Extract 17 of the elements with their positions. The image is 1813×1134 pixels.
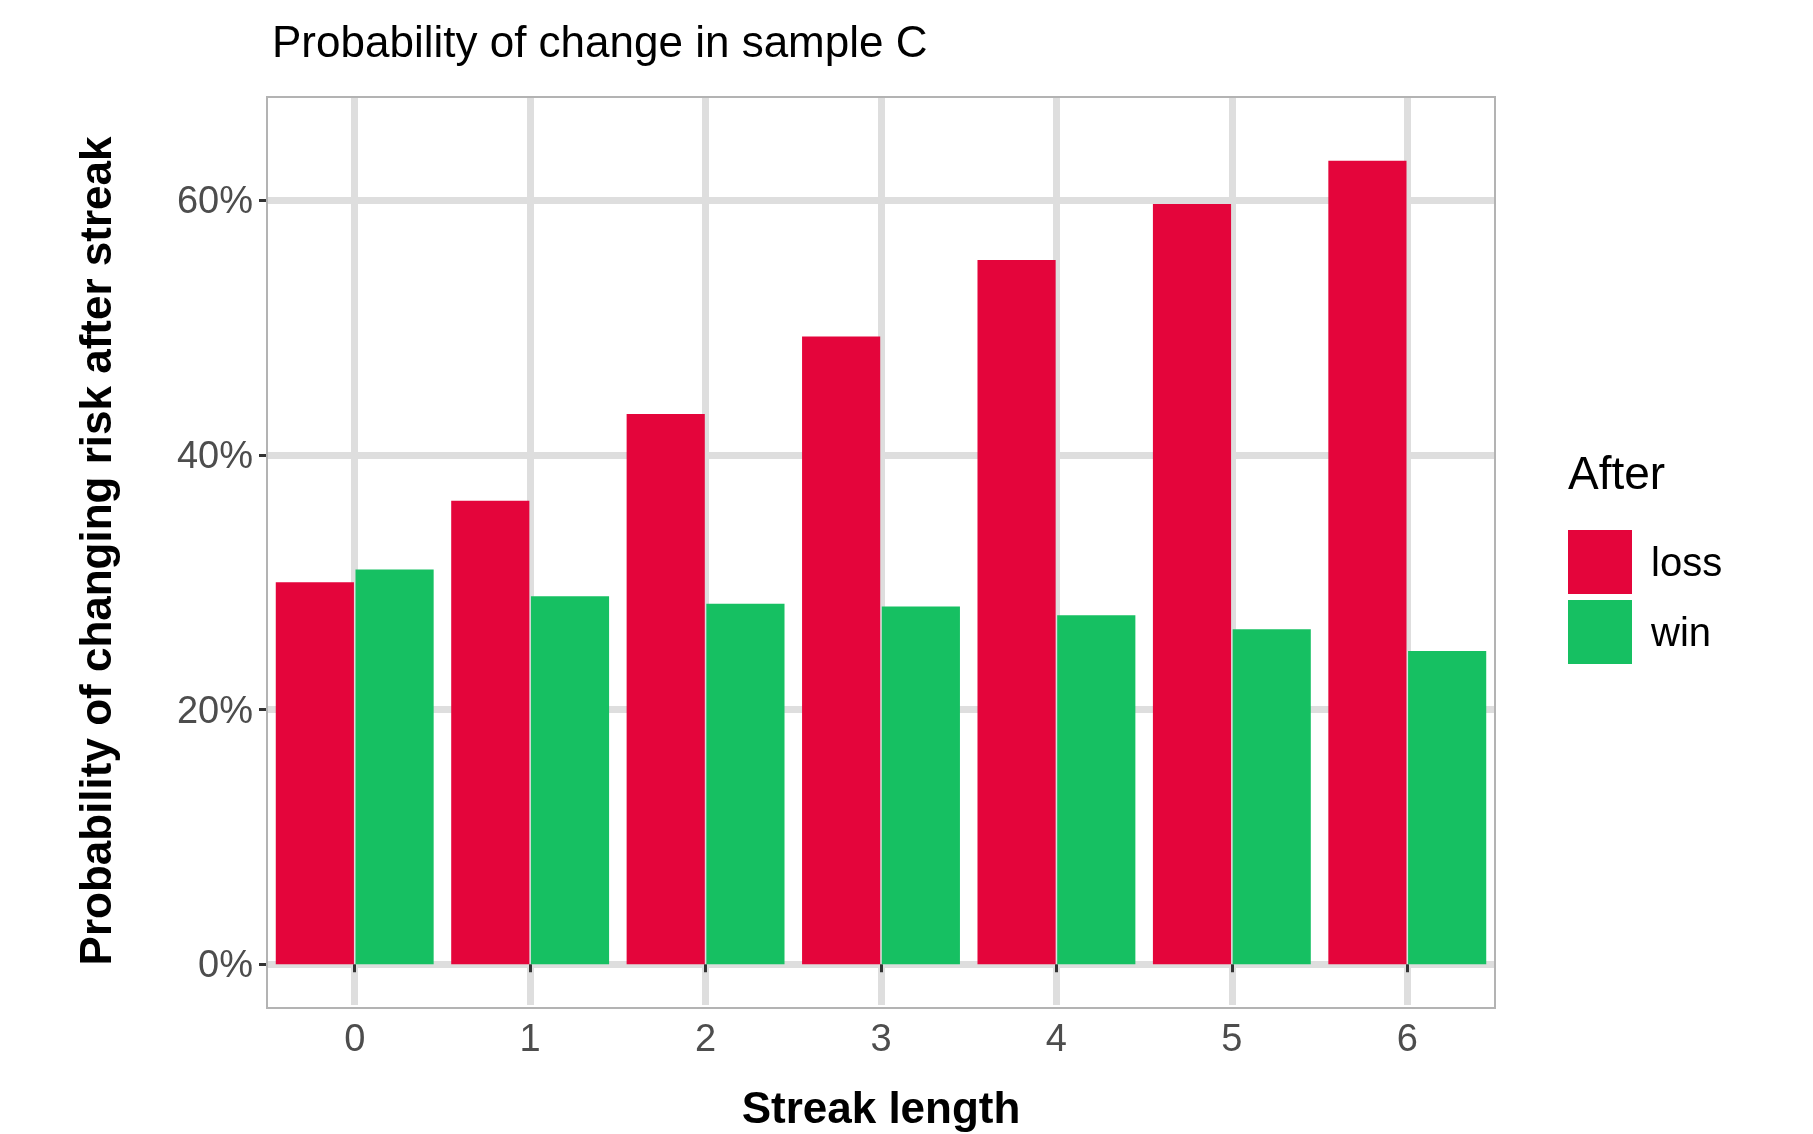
x-tick-label: 3	[870, 1017, 892, 1059]
x-tick-label: 1	[519, 1017, 541, 1059]
y-tick-label: 0%	[198, 943, 253, 986]
chart-title: Probability of change in sample C	[272, 16, 928, 66]
x-axis-title: Streak length	[741, 1082, 1021, 1132]
legend-label: loss	[1651, 540, 1723, 584]
x-tick-label: 4	[1045, 1017, 1067, 1059]
x-tick-label: 2	[695, 1017, 717, 1059]
x-tick-label: 5	[1221, 1017, 1243, 1059]
y-tick-label: 60%	[176, 179, 253, 222]
legend-label: win	[1650, 610, 1712, 654]
legend-title: After	[1568, 447, 1666, 499]
x-tick-label: 0	[344, 1017, 366, 1059]
y-tick-label: 20%	[176, 688, 253, 731]
y-axis-title: Probability of changing risk after streak	[70, 136, 120, 966]
x-tick-label: 6	[1396, 1017, 1418, 1059]
y-tick-label: 40%	[176, 433, 253, 476]
